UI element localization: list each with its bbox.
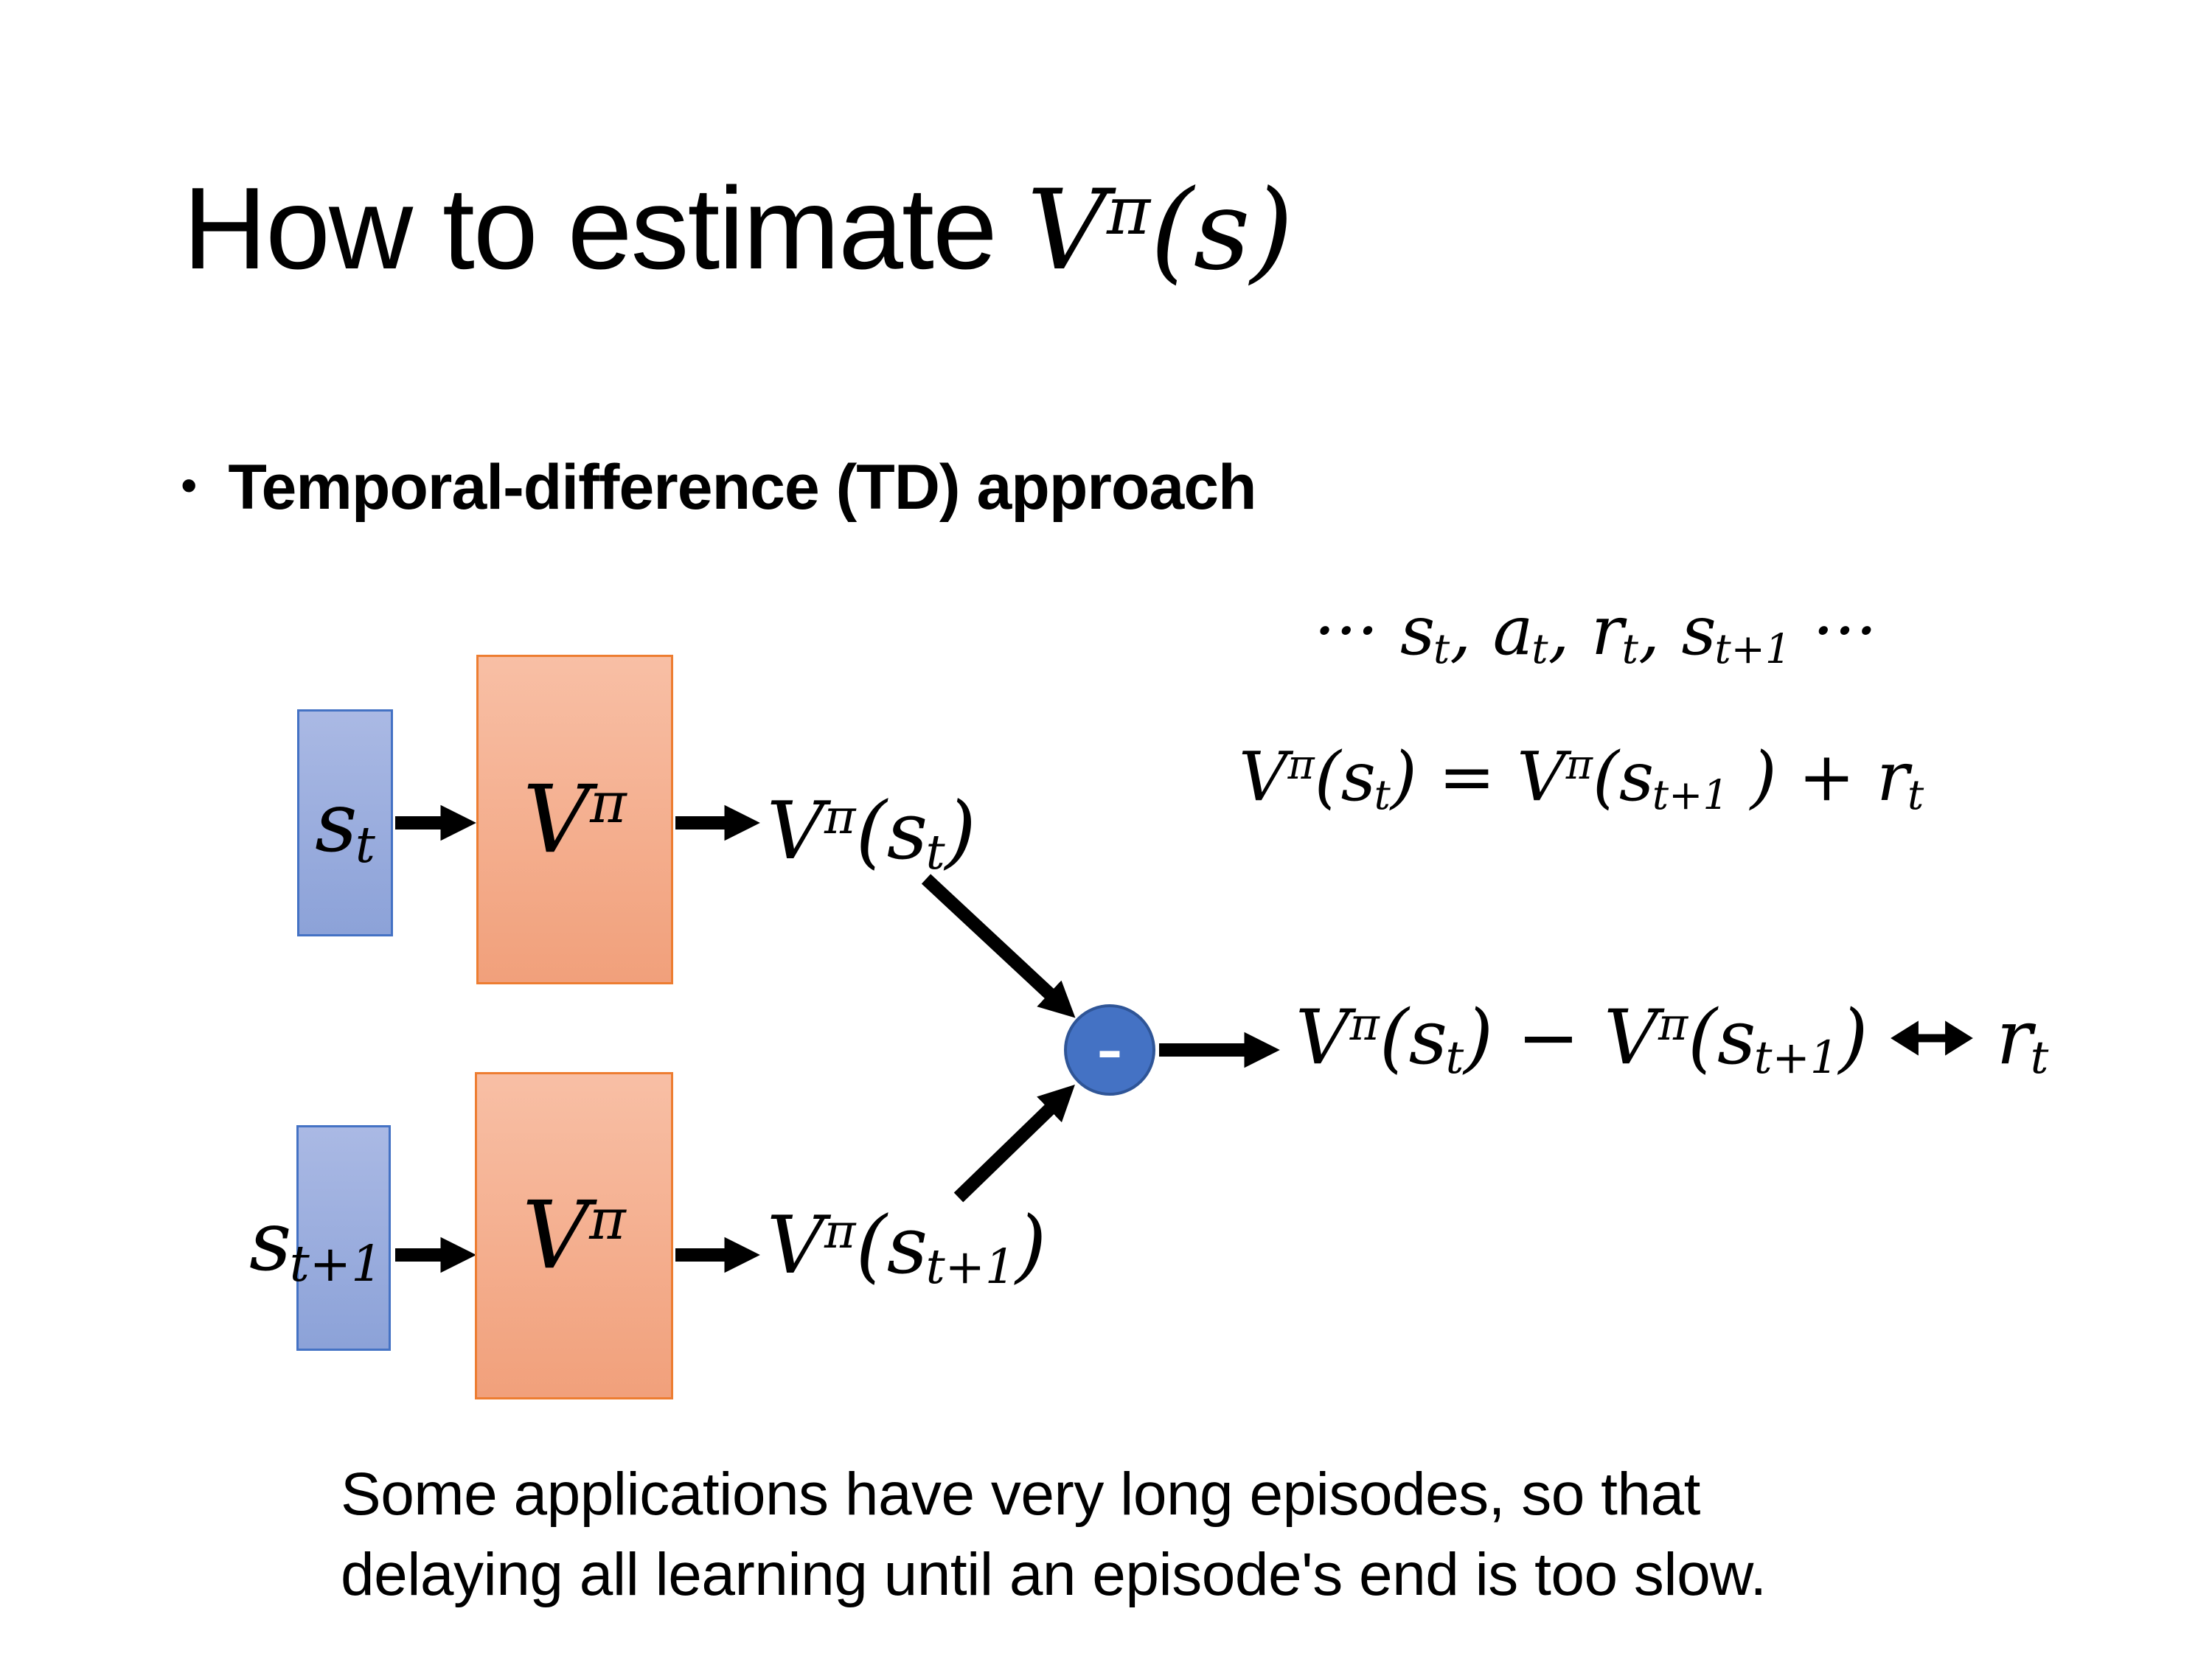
arrow-value-t-to-minus [921,874,1076,1018]
bottom-note-line-1: Some applications have very long episode… [341,1461,1700,1528]
value-network-label-bottom: Vπ [522,1181,626,1290]
td-error-expression: Vπ(st) − Vπ(st+1) rt [1295,981,2048,1096]
title-text: How to estimate [183,164,1027,293]
bullet-marker: • [181,458,198,512]
bullet-label: Temporal-difference (TD) approach [228,452,1256,523]
arrow-value-t1-to-minus [953,1084,1075,1203]
trajectory-equation: ··· st, at, rt, st+1 ··· [1314,591,1877,674]
value-network-box-bottom: Vπ [475,1072,673,1399]
state-t1-label: st+1 [249,1194,383,1293]
bottom-note: Some applications have very long episode… [341,1454,1767,1615]
bottom-note-line-2: delaying all learning until an episode's… [341,1541,1767,1609]
state-t1-box [296,1125,391,1351]
minus-node: - [1064,1004,1155,1096]
double-arrow-icon [1891,1020,1974,1056]
value-t1-output: Vπ(st+1) [767,1200,1047,1295]
bullet-line: • Temporal-difference (TD) approach [181,451,1257,524]
td-error-right: rt [1996,994,2049,1085]
value-t-output: Vπ(st) [767,785,976,881]
title-math: Vπ(s) [1026,167,1294,295]
state-t-label: st [315,775,375,874]
page-title: How to estimate Vπ(s) [183,167,1293,291]
state-t-box: st [297,709,393,936]
value-network-box-top: Vπ [476,655,673,984]
td-error-left: Vπ(st) − Vπ(st+1) [1295,994,1868,1085]
value-network-label-top: Vπ [523,765,627,874]
td-update-equation: Vπ(st) = Vπ(st+1 ) + rt [1239,737,1924,820]
